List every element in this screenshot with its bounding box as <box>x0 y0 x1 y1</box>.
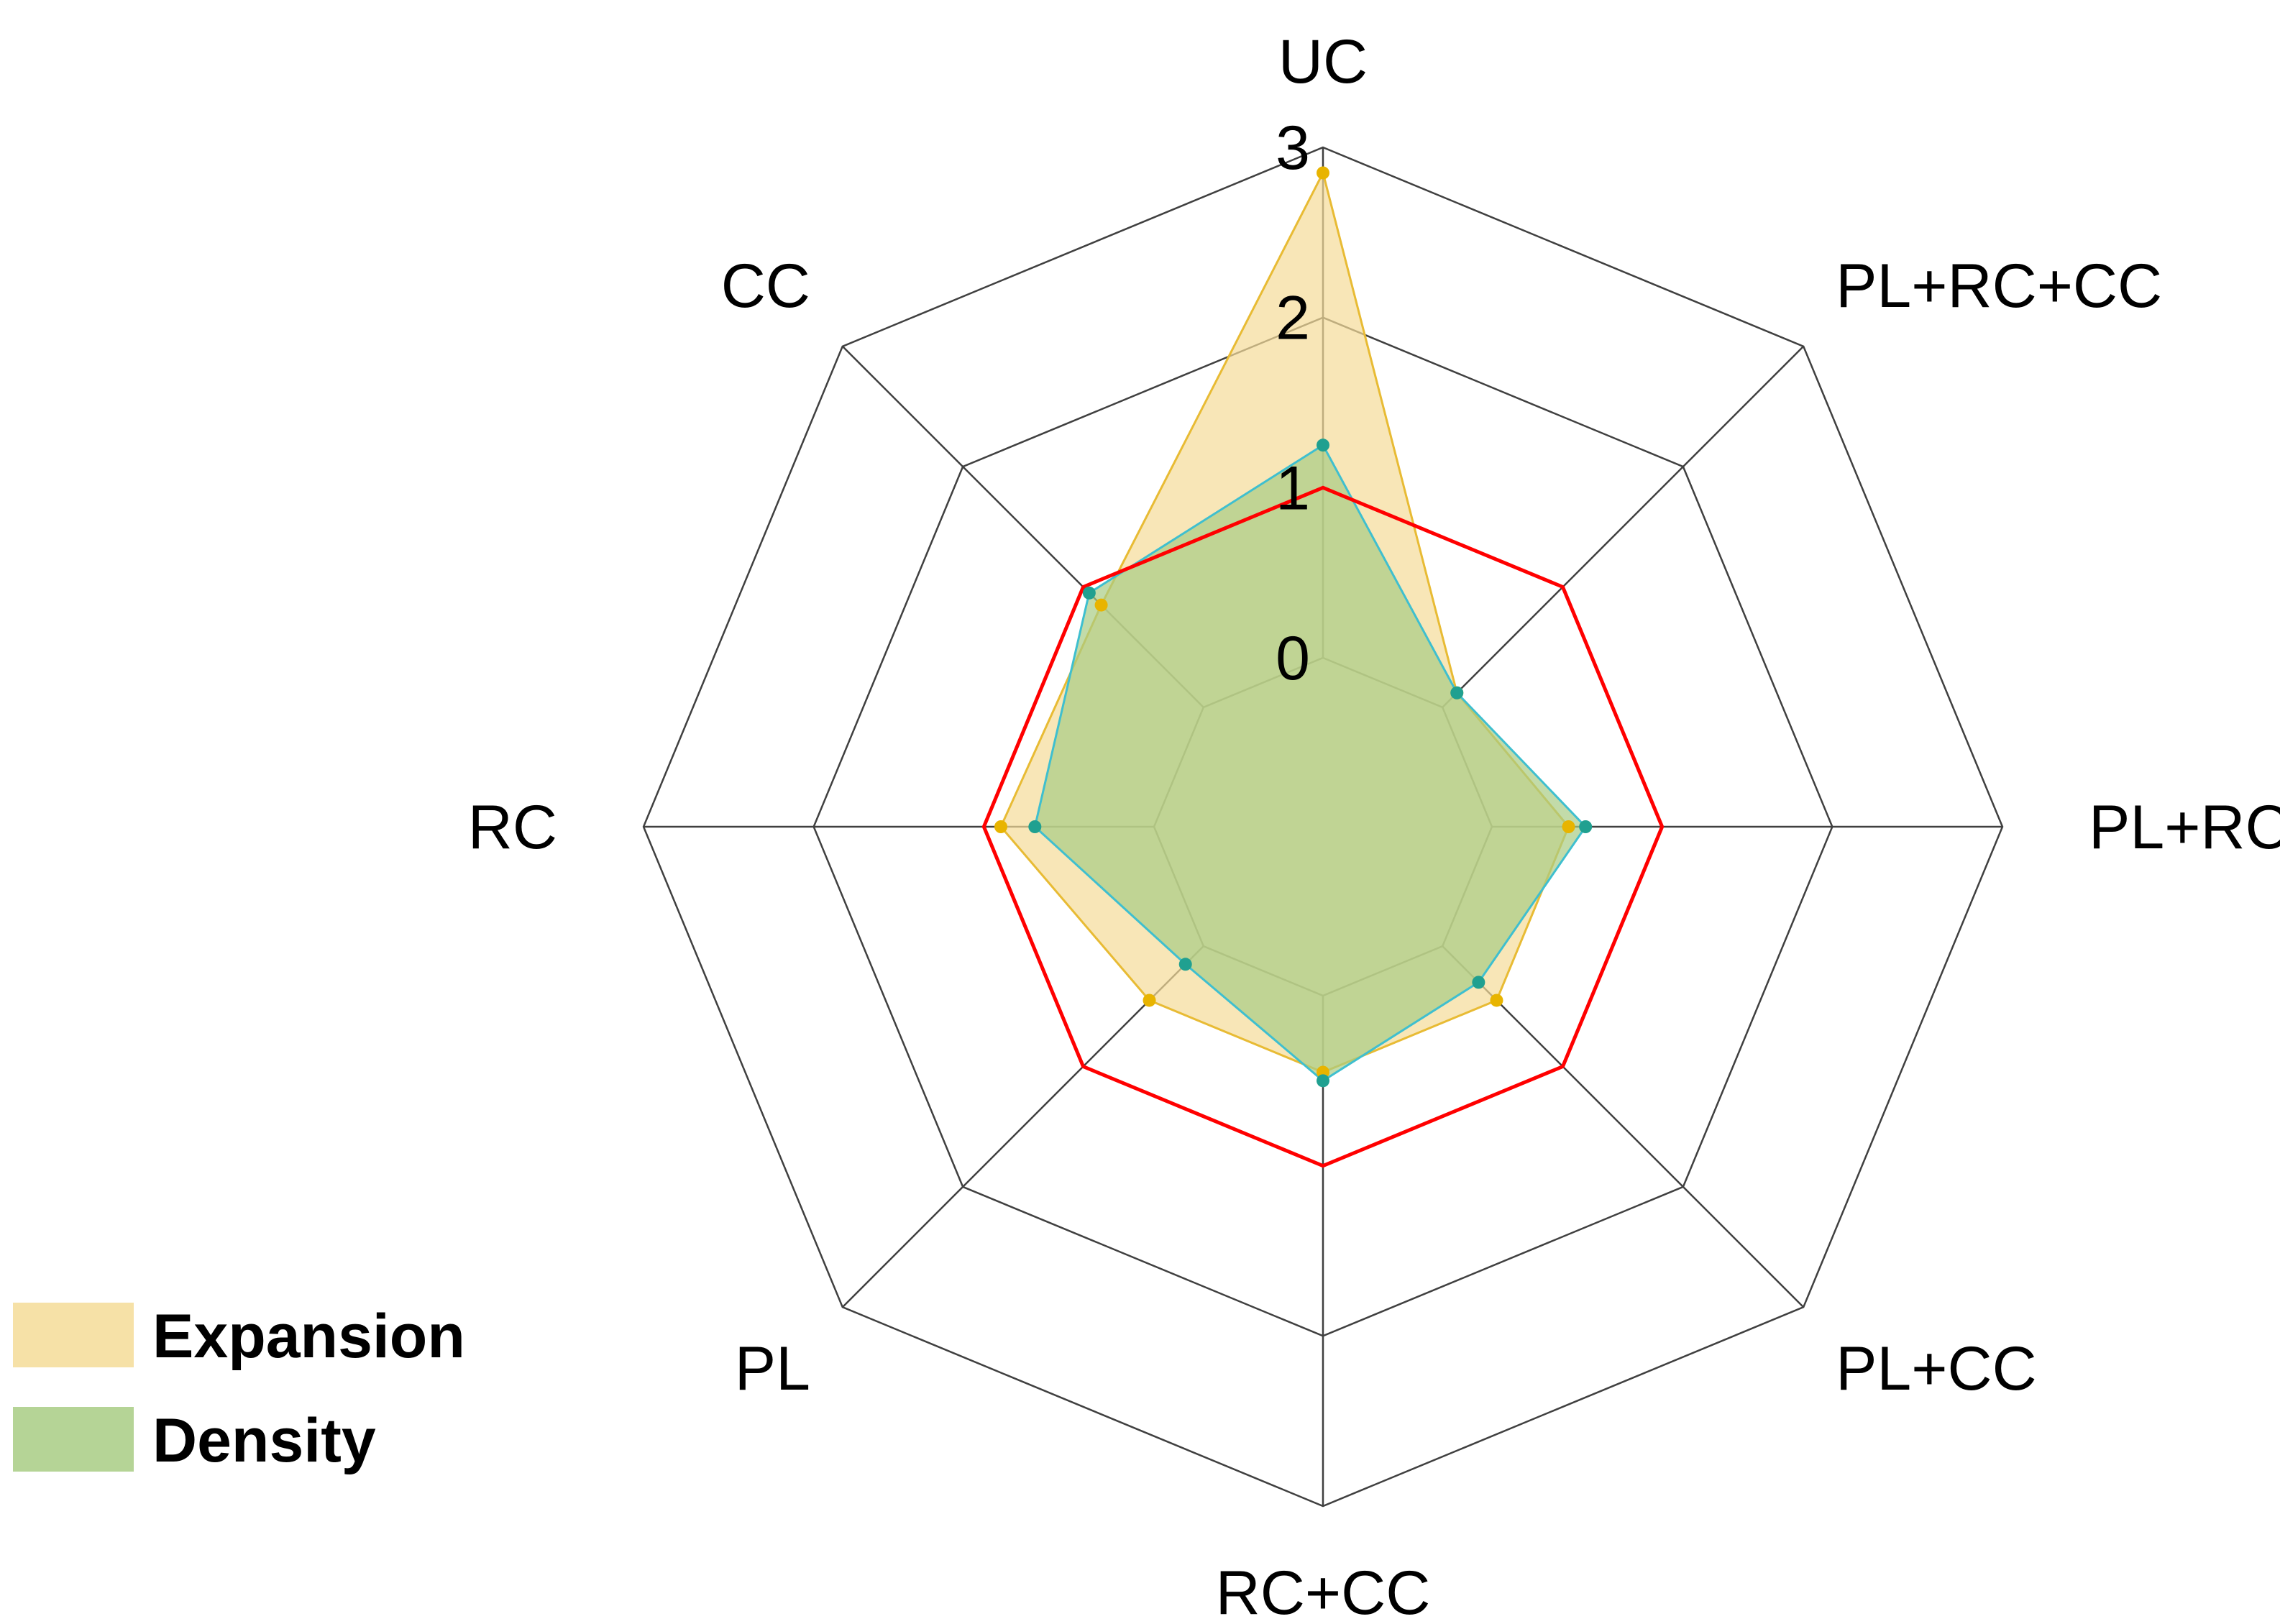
reference-layer <box>981 485 1665 1168</box>
point-density-pl-plus-rc <box>1579 820 1593 833</box>
legend-label-density: Density <box>152 1406 376 1475</box>
axis-label-rc-plus-cc: RC+CC <box>1216 1559 1431 1624</box>
marker-layer <box>994 166 1593 1088</box>
point-expansion-pl-plus-cc <box>1490 994 1503 1007</box>
reference-ring <box>981 485 1665 1168</box>
legend-swatch-expansion <box>13 1303 134 1367</box>
tick-label-3: 3 <box>1276 114 1310 183</box>
legend-label-expansion: Expansion <box>152 1302 465 1371</box>
point-density-pl-plus-rc-plus-cc <box>1450 686 1464 699</box>
point-density-rc-plus-cc <box>1317 1074 1329 1088</box>
axis-label-pl-plus-rc: PL+RC <box>2089 793 2280 862</box>
point-expansion-pl-plus-rc <box>1562 820 1575 833</box>
point-density-cc <box>1082 586 1096 600</box>
point-expansion-pl <box>1143 994 1156 1007</box>
tick-label-2: 2 <box>1276 284 1310 353</box>
point-density-uc <box>1317 439 1329 452</box>
axis-labels: UC PL+RC+CC PL+RC PL+CC RC+CC PL RC CC <box>468 27 2280 1624</box>
spoke-pl-plus-rc-plus-cc <box>1442 345 1805 708</box>
tick-labels: 0 1 2 3 <box>1276 114 1310 693</box>
tick-label-1: 1 <box>1276 454 1310 523</box>
spoke-pl-plus-cc <box>1442 945 1805 1308</box>
spoke-pl <box>841 945 1204 1308</box>
point-density-pl-plus-cc <box>1472 976 1485 989</box>
tick-label-0: 0 <box>1276 624 1310 693</box>
axis-label-pl: PL <box>735 1334 810 1403</box>
legend-swatch-density <box>13 1407 134 1472</box>
point-expansion-uc <box>1317 166 1329 180</box>
point-density-rc <box>1028 820 1042 833</box>
axis-label-pl-plus-rc-plus-cc: PL+RC+CC <box>1836 252 2162 321</box>
axis-label-uc: UC <box>1278 27 1368 96</box>
axis-label-cc: CC <box>721 252 810 321</box>
point-density-pl <box>1178 958 1192 971</box>
point-expansion-cc <box>1094 598 1108 612</box>
axis-label-pl-plus-cc: PL+CC <box>1836 1334 2037 1403</box>
axis-label-rc: RC <box>468 793 557 862</box>
legend: Expansion Density <box>13 1302 465 1475</box>
point-expansion-rc <box>994 820 1007 833</box>
